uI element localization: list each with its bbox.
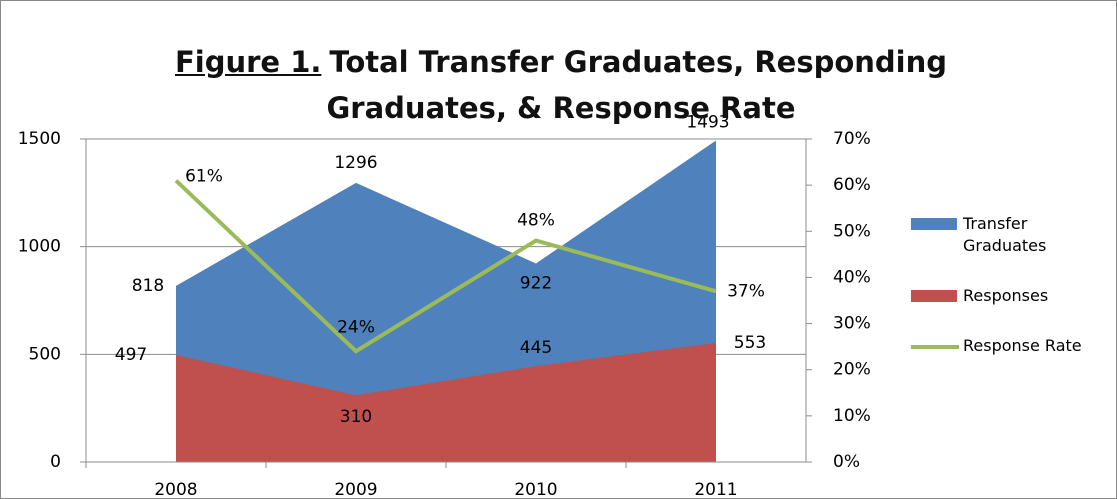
y2-tick-label: 0% — [833, 452, 860, 472]
legend-label: Responses — [963, 286, 1049, 305]
legend-swatch — [911, 290, 957, 302]
figure-label: Figure 1. — [174, 45, 322, 79]
data-label: 310 — [340, 407, 372, 427]
y2-tick-label: 40% — [833, 267, 871, 287]
y2-tick-label: 60% — [833, 175, 871, 195]
y-tick-label: 1500 — [18, 129, 61, 149]
data-label: 37% — [727, 281, 765, 301]
legend-item: Transfer Graduates — [911, 213, 1113, 257]
data-label: 61% — [185, 167, 223, 187]
y2-tick-label: 70% — [833, 129, 871, 149]
x-tick-label: 2010 — [514, 480, 557, 498]
area — [176, 342, 716, 462]
legend-item: Responses — [911, 285, 1113, 307]
y2-tick-label: 20% — [833, 360, 871, 380]
legend-swatch — [911, 218, 957, 230]
legend-label: Transfer Graduates — [963, 214, 1047, 255]
data-label: 922 — [520, 273, 552, 293]
data-label: 1296 — [334, 153, 377, 173]
chart-title: Figure 1. Total Transfer Graduates, Respo… — [111, 39, 1011, 131]
data-label: 48% — [517, 211, 555, 231]
legend: Transfer Graduates Responses Response Rate — [911, 213, 1113, 385]
legend-label: Response Rate — [963, 336, 1082, 355]
x-tick-label: 2009 — [334, 480, 377, 498]
data-label: 24% — [337, 317, 375, 337]
x-tick-label: 2008 — [154, 480, 197, 498]
legend-item: Response Rate — [911, 335, 1113, 357]
data-label: 818 — [132, 276, 164, 296]
data-label: 445 — [520, 338, 552, 358]
y-tick-label: 500 — [29, 344, 61, 364]
y2-tick-label: 30% — [833, 314, 871, 334]
y-tick-label: 1000 — [18, 237, 61, 257]
data-label: 553 — [734, 333, 766, 353]
y2-tick-label: 50% — [833, 221, 871, 241]
y-tick-label: 0 — [50, 452, 61, 472]
line — [174, 179, 717, 354]
data-label: 1493 — [686, 113, 729, 133]
legend-swatch — [911, 345, 959, 349]
data-label: 497 — [115, 345, 147, 365]
title-text: Total Transfer Graduates, Responding Gra… — [326, 45, 948, 125]
x-tick-label: 2011 — [694, 480, 737, 498]
y2-tick-label: 10% — [833, 406, 871, 426]
